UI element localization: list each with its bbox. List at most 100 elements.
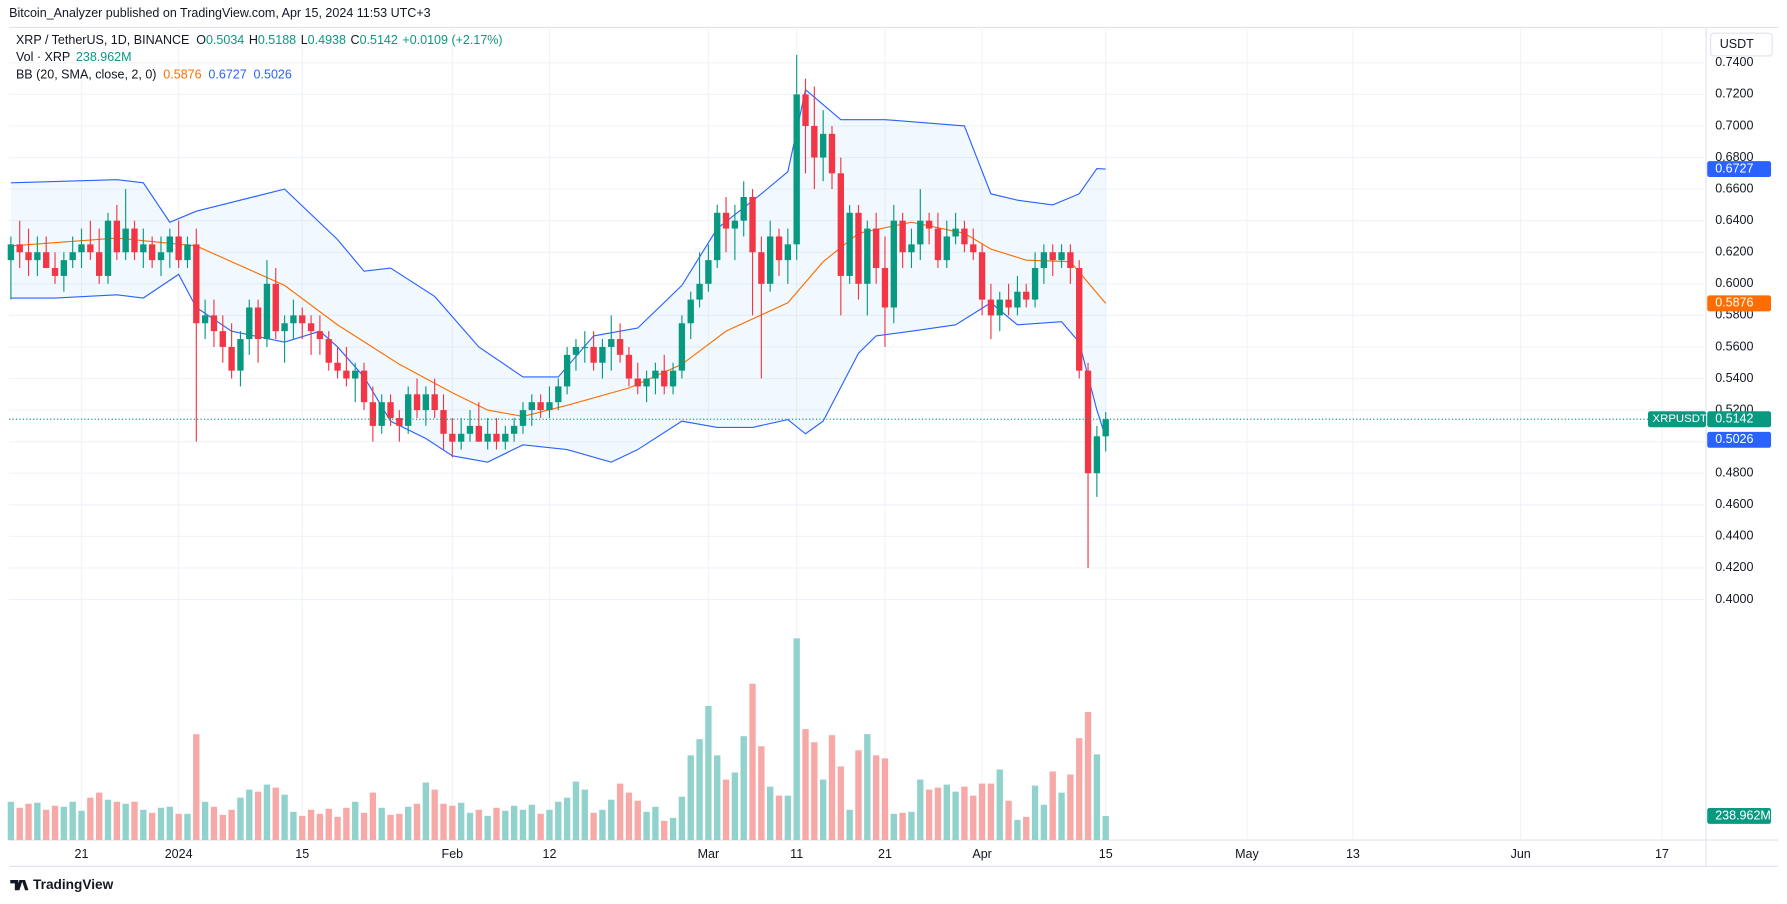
- candle-body: [51, 268, 59, 276]
- volume-bar: [78, 810, 85, 841]
- candle-body: [193, 244, 200, 324]
- volume-bar: [263, 784, 271, 841]
- bb-lower-tag-box: [1707, 431, 1772, 448]
- candle-body: [343, 370, 350, 379]
- candle-body: [237, 339, 244, 371]
- candle-body: [299, 315, 306, 324]
- ohlc-value: 0.5034: [206, 33, 244, 47]
- symbol-tag: XRPUSDT: [1653, 413, 1707, 425]
- volume-bar: [440, 803, 447, 841]
- volume-bar: [872, 755, 880, 841]
- volume-bar: [961, 786, 968, 841]
- x-tick-label: 13: [1346, 847, 1360, 861]
- y-tick-label: 0.6400: [1715, 213, 1753, 227]
- volume-bar: [396, 813, 403, 841]
- volume-bar: [828, 735, 836, 841]
- volume-bar: [917, 779, 924, 841]
- bb-basis-value: 0.5876: [163, 68, 201, 82]
- currency-button[interactable]: [1710, 32, 1773, 57]
- volume-bar: [970, 795, 977, 841]
- currency-label[interactable]: USDT: [1720, 37, 1754, 51]
- x-tick-label: 21: [75, 847, 89, 861]
- volume-bar: [1093, 754, 1101, 841]
- bb-name: BB (20, SMA, close, 2, 0): [16, 68, 157, 82]
- volume-bar: [193, 734, 200, 841]
- tv-logo[interactable]: TradingView: [10, 877, 114, 892]
- candle-body: [1093, 436, 1101, 474]
- volume-bar: [811, 742, 818, 841]
- candle-body: [705, 260, 712, 284]
- volume-bar: [457, 802, 465, 841]
- volume-bar: [360, 812, 368, 841]
- volume-bar: [1031, 785, 1039, 841]
- volume-bar: [1067, 774, 1074, 841]
- last-price-tag: 0.5142: [1715, 412, 1753, 426]
- candle-body: [484, 433, 491, 442]
- ohlc-value: 0.5142: [360, 33, 398, 47]
- volume-bar: [25, 803, 32, 841]
- volume-bar: [1076, 738, 1083, 841]
- candle-body: [563, 354, 571, 387]
- candle-body: [466, 425, 474, 434]
- volume-bar: [537, 813, 544, 841]
- bb-basis-tag-box: [1707, 295, 1772, 312]
- volume-bar: [881, 758, 889, 841]
- x-tick-label: Mar: [698, 847, 720, 861]
- candle-body: [1023, 291, 1030, 300]
- candle-body: [581, 346, 588, 349]
- candle-body: [140, 244, 147, 253]
- y-tick-label: 0.5400: [1715, 371, 1753, 385]
- candle-body: [978, 252, 986, 300]
- volume-bar: [563, 797, 571, 841]
- volume-bar: [51, 805, 59, 841]
- y-tick-label: 0.7000: [1715, 118, 1753, 132]
- volume-bar: [899, 812, 906, 841]
- volume-bar: [643, 811, 650, 841]
- x-tick-label: Feb: [442, 847, 464, 861]
- volume-bar: [316, 813, 324, 841]
- volume-bar: [1005, 800, 1012, 841]
- volume-bar: [60, 806, 68, 841]
- candle-body: [1067, 252, 1074, 269]
- logo-text[interactable]: TradingView: [33, 877, 114, 892]
- volume-bar: [625, 792, 633, 841]
- volume-bar: [7, 801, 15, 841]
- candle-body: [1084, 370, 1092, 474]
- volume-bar: [228, 809, 235, 841]
- candle-body: [316, 331, 324, 340]
- volume-value: 238.962M: [76, 51, 132, 65]
- x-tick-label: 15: [295, 847, 309, 861]
- candle-body: [652, 370, 659, 379]
- volume-bar: [201, 801, 209, 841]
- candle-body: [855, 212, 862, 284]
- volume-bar: [722, 779, 730, 841]
- volume-bar: [16, 807, 23, 841]
- volume-bar: [95, 792, 103, 841]
- candle-body: [396, 417, 403, 426]
- candle-body: [290, 315, 297, 324]
- volume-bar: [219, 814, 226, 841]
- y-tick-label: 0.6000: [1715, 276, 1753, 290]
- candle-body: [78, 244, 85, 253]
- legend-line: Vol · XRP 238.962M: [16, 51, 132, 65]
- candle-body: [510, 425, 518, 434]
- candle-body: [457, 433, 465, 442]
- volume-bar: [281, 794, 288, 841]
- candle-body: [917, 220, 924, 245]
- bb-upper-tag-box: [1707, 161, 1772, 178]
- ohlc-prefix: H: [249, 33, 258, 47]
- candle-body: [537, 402, 544, 411]
- logo-icon[interactable]: [10, 879, 29, 891]
- volume-bar: [767, 786, 774, 841]
- ohlc-prefix: C: [351, 33, 360, 47]
- candle-body: [731, 220, 739, 229]
- y-tick-label: 0.4800: [1715, 466, 1753, 480]
- candle-body: [1049, 252, 1056, 261]
- volume-bar: [528, 804, 535, 841]
- bb-upper-line: [10, 88, 1106, 378]
- candle-body: [590, 346, 597, 363]
- volume-bar: [69, 801, 76, 841]
- candle-body: [811, 125, 818, 158]
